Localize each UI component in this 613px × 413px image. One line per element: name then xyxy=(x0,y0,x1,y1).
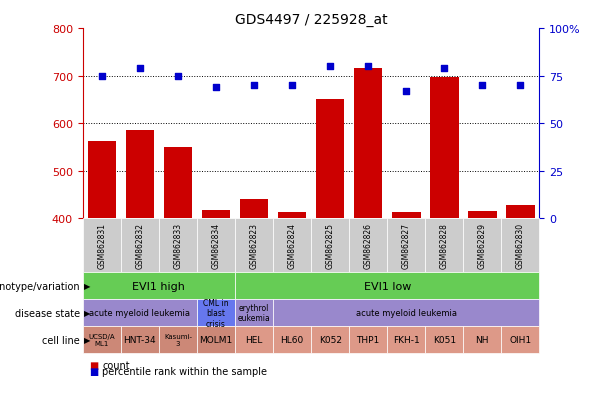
Text: ▶: ▶ xyxy=(84,335,91,344)
Title: GDS4497 / 225928_at: GDS4497 / 225928_at xyxy=(235,12,387,26)
Bar xyxy=(392,213,421,219)
Text: disease state: disease state xyxy=(15,308,80,318)
Text: K052: K052 xyxy=(319,335,341,344)
Text: EVI1 low: EVI1 low xyxy=(364,281,411,291)
Bar xyxy=(164,148,192,219)
Bar xyxy=(316,100,345,219)
Bar xyxy=(240,199,268,219)
Text: cell line: cell line xyxy=(42,335,80,345)
Text: ▶: ▶ xyxy=(84,309,91,317)
Bar xyxy=(506,206,535,219)
Text: GSM862828: GSM862828 xyxy=(440,223,449,268)
Point xyxy=(478,83,487,89)
Bar xyxy=(354,69,383,219)
Text: HEL: HEL xyxy=(245,335,263,344)
Text: acute myeloid leukemia: acute myeloid leukemia xyxy=(89,309,191,317)
Text: ▶: ▶ xyxy=(84,282,91,290)
Text: erythrol
eukemia: erythrol eukemia xyxy=(238,303,270,323)
Text: GSM862826: GSM862826 xyxy=(364,223,373,269)
Text: MOLM1: MOLM1 xyxy=(199,335,232,344)
Point xyxy=(135,66,145,72)
Text: genotype/variation: genotype/variation xyxy=(0,281,80,291)
Bar xyxy=(88,142,116,219)
Point xyxy=(287,83,297,89)
Text: NH: NH xyxy=(476,335,489,344)
Text: acute myeloid leukemia: acute myeloid leukemia xyxy=(356,309,457,317)
Point xyxy=(97,73,107,80)
Text: HL60: HL60 xyxy=(280,335,303,344)
Text: EVI1 high: EVI1 high xyxy=(132,281,185,291)
Bar xyxy=(468,211,497,219)
Text: UCSD/A
ML1: UCSD/A ML1 xyxy=(88,333,115,346)
Bar xyxy=(202,210,230,219)
Text: CML in
blast
crisis: CML in blast crisis xyxy=(203,298,229,328)
Point xyxy=(249,83,259,89)
Text: K051: K051 xyxy=(433,335,456,344)
Bar xyxy=(430,77,459,219)
Point xyxy=(516,83,525,89)
Text: GSM862834: GSM862834 xyxy=(211,223,221,269)
Text: Kasumi-
3: Kasumi- 3 xyxy=(164,333,192,346)
Bar xyxy=(278,212,306,219)
Point xyxy=(173,73,183,80)
Text: GSM862833: GSM862833 xyxy=(173,223,183,269)
Bar xyxy=(126,131,154,219)
Text: GSM862827: GSM862827 xyxy=(402,223,411,269)
Text: GSM862831: GSM862831 xyxy=(97,223,106,269)
Text: THP1: THP1 xyxy=(357,335,380,344)
Point xyxy=(440,66,449,72)
Text: GSM862823: GSM862823 xyxy=(249,223,259,269)
Point xyxy=(326,64,335,70)
Point xyxy=(211,85,221,91)
Text: ■: ■ xyxy=(89,360,98,370)
Text: GSM862824: GSM862824 xyxy=(287,223,297,269)
Text: GSM862830: GSM862830 xyxy=(516,223,525,269)
Text: GSM862825: GSM862825 xyxy=(326,223,335,269)
Text: HNT-34: HNT-34 xyxy=(124,335,156,344)
Point xyxy=(364,64,373,70)
Text: FKH-1: FKH-1 xyxy=(393,335,420,344)
Point xyxy=(402,88,411,95)
Text: count: count xyxy=(102,360,130,370)
Text: GSM862829: GSM862829 xyxy=(478,223,487,269)
Text: percentile rank within the sample: percentile rank within the sample xyxy=(102,366,267,376)
Text: OIH1: OIH1 xyxy=(509,335,531,344)
Text: ■: ■ xyxy=(89,366,98,376)
Text: GSM862832: GSM862832 xyxy=(135,223,144,269)
